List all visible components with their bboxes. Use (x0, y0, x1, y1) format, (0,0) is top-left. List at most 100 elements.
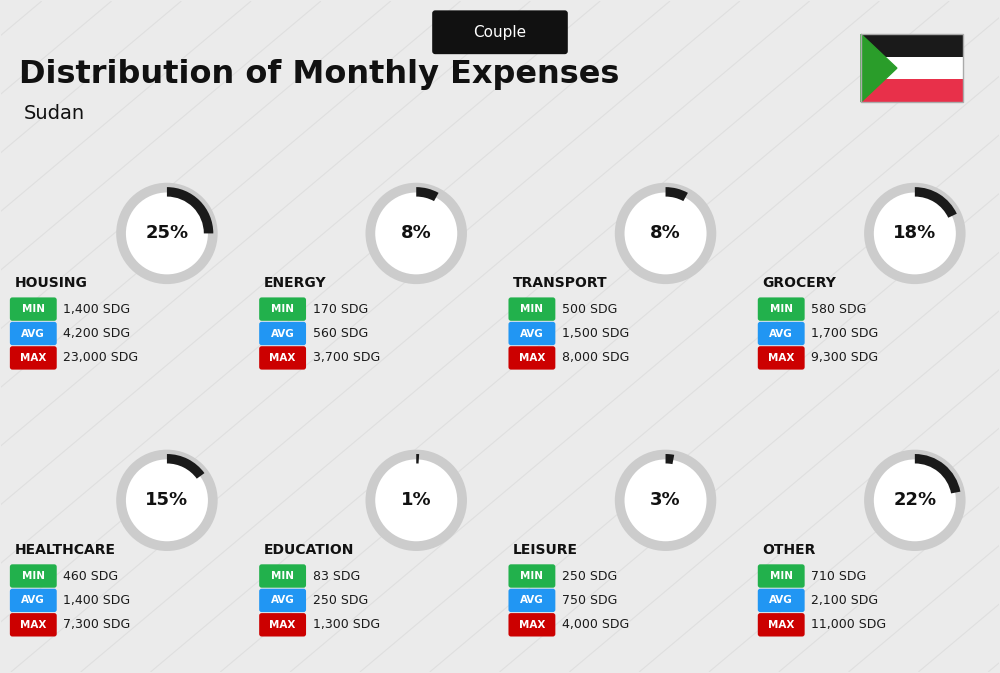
Wedge shape (416, 187, 439, 201)
FancyBboxPatch shape (861, 34, 963, 57)
FancyBboxPatch shape (508, 346, 555, 369)
Text: 18%: 18% (893, 224, 936, 242)
Circle shape (620, 454, 711, 546)
Text: AVG: AVG (21, 596, 45, 606)
Text: 1,700 SDG: 1,700 SDG (811, 327, 878, 340)
Text: MAX: MAX (768, 620, 794, 630)
Text: 250 SDG: 250 SDG (313, 594, 368, 607)
Circle shape (620, 188, 711, 279)
Text: 250 SDG: 250 SDG (562, 569, 617, 583)
Text: LEISURE: LEISURE (513, 543, 578, 557)
Text: MIN: MIN (271, 304, 294, 314)
FancyBboxPatch shape (259, 613, 306, 637)
Text: MAX: MAX (20, 353, 46, 363)
FancyBboxPatch shape (259, 564, 306, 588)
FancyBboxPatch shape (259, 322, 306, 345)
FancyBboxPatch shape (508, 564, 555, 588)
Text: MIN: MIN (520, 304, 543, 314)
FancyBboxPatch shape (259, 297, 306, 321)
Text: AVG: AVG (21, 328, 45, 339)
Circle shape (121, 454, 213, 546)
Text: MAX: MAX (768, 353, 794, 363)
Text: 170 SDG: 170 SDG (313, 303, 368, 316)
FancyBboxPatch shape (508, 322, 555, 345)
Wedge shape (915, 454, 960, 493)
Text: GROCERY: GROCERY (762, 276, 836, 290)
Text: 9,300 SDG: 9,300 SDG (811, 351, 878, 364)
FancyBboxPatch shape (758, 613, 805, 637)
Polygon shape (861, 34, 897, 102)
Text: 25%: 25% (145, 224, 188, 242)
Text: 7,300 SDG: 7,300 SDG (63, 618, 130, 631)
FancyBboxPatch shape (758, 589, 805, 612)
Wedge shape (666, 454, 674, 464)
Text: 1,400 SDG: 1,400 SDG (63, 303, 130, 316)
Text: 560 SDG: 560 SDG (313, 327, 368, 340)
FancyBboxPatch shape (10, 589, 57, 612)
Text: AVG: AVG (271, 328, 294, 339)
FancyBboxPatch shape (10, 297, 57, 321)
Text: 1,500 SDG: 1,500 SDG (562, 327, 629, 340)
FancyBboxPatch shape (10, 613, 57, 637)
Text: 580 SDG: 580 SDG (811, 303, 867, 316)
Wedge shape (416, 454, 419, 464)
Text: EDUCATION: EDUCATION (264, 543, 354, 557)
FancyBboxPatch shape (10, 322, 57, 345)
Circle shape (869, 454, 961, 546)
Text: MIN: MIN (271, 571, 294, 581)
FancyBboxPatch shape (758, 297, 805, 321)
Text: 1,400 SDG: 1,400 SDG (63, 594, 130, 607)
Circle shape (121, 188, 213, 279)
Text: MAX: MAX (269, 620, 296, 630)
Text: MIN: MIN (520, 571, 543, 581)
Text: 8,000 SDG: 8,000 SDG (562, 351, 629, 364)
Text: MAX: MAX (519, 620, 545, 630)
Wedge shape (666, 187, 688, 201)
Text: OTHER: OTHER (762, 543, 816, 557)
Text: AVG: AVG (769, 596, 793, 606)
Text: 4,000 SDG: 4,000 SDG (562, 618, 629, 631)
FancyBboxPatch shape (758, 346, 805, 369)
FancyBboxPatch shape (758, 322, 805, 345)
Text: Distribution of Monthly Expenses: Distribution of Monthly Expenses (19, 59, 620, 90)
FancyBboxPatch shape (508, 589, 555, 612)
Text: Sudan: Sudan (23, 104, 84, 123)
Text: 500 SDG: 500 SDG (562, 303, 617, 316)
Text: MIN: MIN (22, 304, 45, 314)
Text: HOUSING: HOUSING (14, 276, 87, 290)
Circle shape (370, 454, 462, 546)
Wedge shape (167, 187, 213, 234)
Text: ENERGY: ENERGY (264, 276, 326, 290)
Text: MAX: MAX (519, 353, 545, 363)
Text: 15%: 15% (145, 491, 188, 509)
Text: MIN: MIN (770, 571, 793, 581)
Text: 11,000 SDG: 11,000 SDG (811, 618, 886, 631)
Text: 750 SDG: 750 SDG (562, 594, 617, 607)
FancyBboxPatch shape (508, 613, 555, 637)
FancyBboxPatch shape (508, 297, 555, 321)
FancyBboxPatch shape (259, 346, 306, 369)
Text: 8%: 8% (401, 224, 432, 242)
FancyBboxPatch shape (10, 564, 57, 588)
Text: MIN: MIN (770, 304, 793, 314)
Text: 83 SDG: 83 SDG (313, 569, 360, 583)
Text: HEALTHCARE: HEALTHCARE (14, 543, 115, 557)
FancyBboxPatch shape (259, 589, 306, 612)
Wedge shape (915, 187, 957, 218)
Text: 1%: 1% (401, 491, 432, 509)
Circle shape (370, 188, 462, 279)
Text: AVG: AVG (520, 328, 544, 339)
Text: 710 SDG: 710 SDG (811, 569, 866, 583)
Text: 1,300 SDG: 1,300 SDG (313, 618, 380, 631)
Text: 4,200 SDG: 4,200 SDG (63, 327, 130, 340)
FancyBboxPatch shape (10, 346, 57, 369)
FancyBboxPatch shape (861, 57, 963, 79)
FancyBboxPatch shape (861, 79, 963, 102)
Text: MAX: MAX (269, 353, 296, 363)
Text: AVG: AVG (520, 596, 544, 606)
Text: 3,700 SDG: 3,700 SDG (313, 351, 380, 364)
Text: MIN: MIN (22, 571, 45, 581)
Text: 3%: 3% (650, 491, 681, 509)
Text: 460 SDG: 460 SDG (63, 569, 118, 583)
Circle shape (869, 188, 961, 279)
